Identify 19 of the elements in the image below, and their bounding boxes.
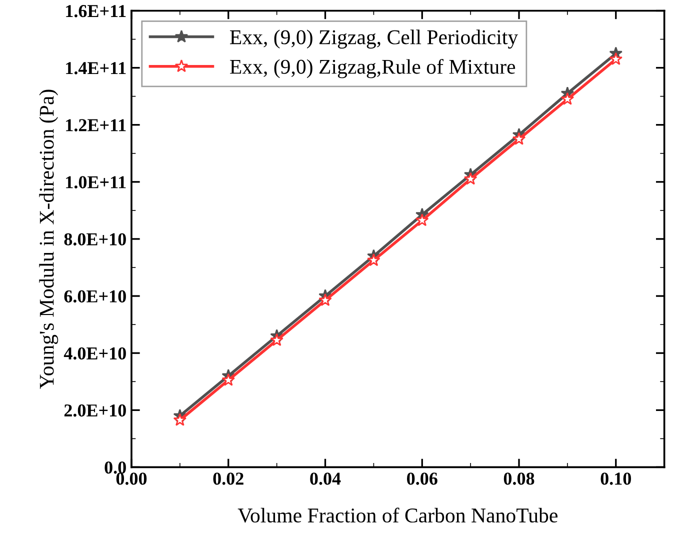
- y-tick-label: 4.0E+10: [64, 347, 126, 360]
- y-tick-label: 0.0: [104, 461, 126, 474]
- y-tick-label: 2.0E+10: [64, 404, 126, 417]
- x-tick-label: 0.02: [213, 472, 244, 485]
- x-tick-label: 0.10: [600, 472, 631, 485]
- legend-label: Exx, (9,0) Zigzag,Rule of Mixture: [230, 58, 516, 78]
- x-tick-label: 0.00: [116, 472, 147, 485]
- x-tick-label: 0.06: [407, 472, 438, 485]
- x-tick-label: 0.04: [310, 472, 341, 485]
- y-tick-label: 6.0E+10: [64, 290, 126, 303]
- y-tick-label: 8.0E+10: [64, 233, 126, 246]
- y-tick-label: 1.4E+11: [66, 62, 126, 74]
- y-axis-title: Young's Modulu in X-direction (Pa): [39, 90, 58, 389]
- x-axis-title: Volume Fraction of Carbon NanoTube: [238, 508, 558, 523]
- y-tick-label: 1.0E+11: [66, 176, 126, 188]
- y-tick-label: 1.6E+11: [66, 5, 126, 18]
- y-tick-label: 1.2E+11: [66, 119, 126, 132]
- x-tick-label: 0.08: [504, 472, 534, 485]
- legend-label: Exx, (9,0) Zigzag, Cell Periodicity: [230, 30, 518, 49]
